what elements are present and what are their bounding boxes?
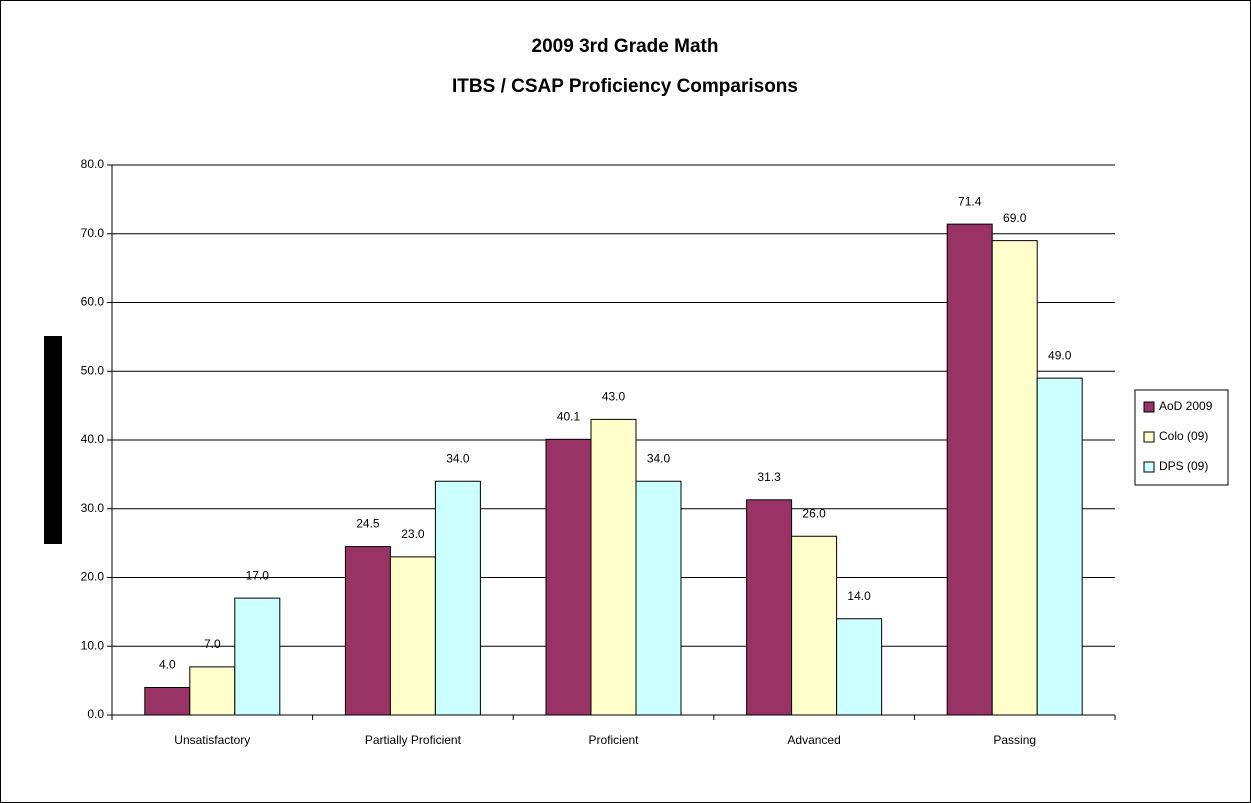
bar — [836, 618, 883, 716]
bar — [434, 480, 481, 716]
value-label: 49.0 — [1048, 348, 1072, 362]
y-tick-label: 70.0 — [81, 226, 105, 240]
y-tick-label: 80.0 — [81, 157, 105, 171]
bar — [1036, 377, 1083, 716]
bar — [189, 666, 236, 716]
value-label: 4.0 — [159, 658, 176, 672]
y-tick-label: 40.0 — [81, 432, 105, 446]
bar — [545, 438, 592, 716]
value-label: 43.0 — [602, 390, 626, 404]
x-tick-label: Advanced — [787, 733, 840, 747]
legend-swatch — [1143, 461, 1155, 473]
value-label: 26.0 — [802, 506, 826, 520]
value-label: 31.3 — [757, 470, 781, 484]
chart-title: 2009 3rd Grade Math — [532, 36, 719, 57]
axis-title-occluder — [44, 336, 62, 544]
bar — [389, 556, 436, 716]
bar — [946, 223, 993, 716]
legend-label: AoD 2009 — [1159, 399, 1213, 413]
value-label: 24.5 — [356, 517, 380, 531]
legend-label: Colo (09) — [1159, 429, 1208, 443]
y-tick-label: 30.0 — [81, 501, 105, 515]
value-label: 14.0 — [847, 589, 871, 603]
y-tick-label: 20.0 — [81, 570, 105, 584]
legend-label: DPS (09) — [1159, 459, 1208, 473]
bar — [635, 480, 682, 716]
value-label: 17.0 — [246, 568, 270, 582]
value-label: 23.0 — [401, 527, 425, 541]
value-label: 34.0 — [446, 451, 470, 465]
chart-subtitle: ITBS / CSAP Proficiency Comparisons — [452, 76, 798, 97]
value-label: 34.0 — [647, 451, 671, 465]
value-label: 69.0 — [1003, 211, 1027, 225]
x-tick-label: Partially Proficient — [365, 733, 462, 747]
value-label: 7.0 — [204, 637, 221, 651]
bar — [344, 546, 391, 716]
bar — [746, 499, 793, 716]
value-label: 40.1 — [557, 409, 581, 423]
bar — [234, 597, 281, 716]
x-tick-label: Proficient — [588, 733, 639, 747]
y-tick-label: 10.0 — [81, 638, 105, 652]
bar — [991, 240, 1038, 716]
y-tick-label: 60.0 — [81, 295, 105, 309]
y-tick-label: 0.0 — [87, 707, 104, 721]
bar — [590, 418, 637, 716]
bar — [791, 535, 838, 716]
y-tick-label: 50.0 — [81, 363, 105, 377]
value-label: 71.4 — [958, 194, 982, 208]
legend-swatch — [1143, 401, 1155, 413]
x-tick-label: Passing — [993, 733, 1036, 747]
x-tick-label: Unsatisfactory — [174, 733, 250, 747]
bar — [144, 687, 191, 716]
legend-swatch — [1143, 431, 1155, 443]
